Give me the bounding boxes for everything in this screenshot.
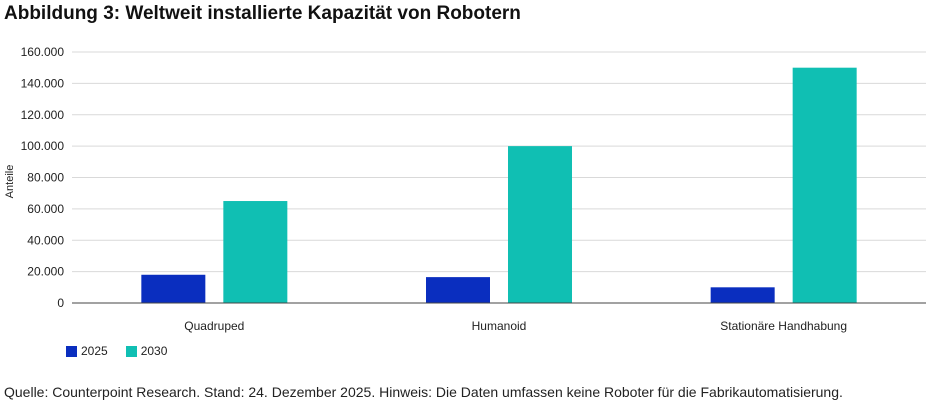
x-axis-ticks: Quadruped Humanoid Stationäre Handhabung bbox=[184, 319, 847, 333]
y-axis-ticks: 0 20.000 40.000 60.000 80.000 100.000 120.000 1… bbox=[21, 45, 65, 310]
y-tick-label: 60.000 bbox=[27, 202, 64, 216]
legend-item-2025: 2025 bbox=[66, 344, 108, 358]
bar-2030-2 bbox=[792, 67, 857, 303]
y-tick-label: 100.000 bbox=[21, 139, 65, 153]
y-tick-label: 0 bbox=[57, 296, 64, 310]
gridlines bbox=[72, 51, 926, 273]
y-tick-label: 80.000 bbox=[27, 171, 64, 185]
source-footnote: Quelle: Counterpoint Research. Stand: 24… bbox=[4, 384, 843, 400]
y-tick-label: 160.000 bbox=[21, 45, 65, 59]
x-tick-label: Humanoid bbox=[472, 319, 527, 333]
y-axis-label: Anteile bbox=[4, 165, 16, 199]
x-tick-label: Stationäre Handhabung bbox=[720, 319, 847, 333]
chart-title: Abbildung 3: Weltweit installierte Kapaz… bbox=[4, 3, 521, 24]
bar-2025-2 bbox=[710, 287, 775, 303]
bar-chart: 0 20.000 40.000 60.000 80.000 100.000 120.000 1… bbox=[4, 45, 926, 333]
bar-2030-0 bbox=[223, 201, 288, 303]
legend-swatch-2030 bbox=[125, 345, 137, 357]
y-tick-label: 40.000 bbox=[27, 233, 64, 247]
y-tick-label: 20.000 bbox=[27, 265, 64, 279]
bars bbox=[141, 67, 857, 303]
y-tick-label: 140.000 bbox=[21, 76, 65, 90]
bar-2025-0 bbox=[141, 274, 206, 303]
legend-item-2030: 2030 bbox=[125, 344, 168, 358]
bar-2030-1 bbox=[508, 146, 572, 303]
x-tick-label: Quadruped bbox=[184, 319, 244, 333]
bar-2025-1 bbox=[426, 277, 490, 303]
legend-label-2025: 2025 bbox=[81, 344, 108, 358]
legend: 2025 2030 bbox=[66, 344, 185, 358]
y-tick-label: 120.000 bbox=[21, 108, 65, 122]
legend-swatch-2025 bbox=[66, 345, 77, 357]
legend-label-2030: 2030 bbox=[140, 344, 168, 358]
